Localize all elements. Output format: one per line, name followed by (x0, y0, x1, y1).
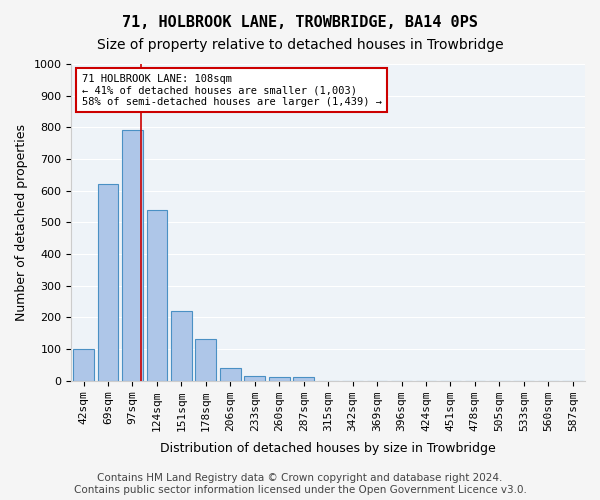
Text: 71, HOLBROOK LANE, TROWBRIDGE, BA14 0PS: 71, HOLBROOK LANE, TROWBRIDGE, BA14 0PS (122, 15, 478, 30)
Text: 71 HOLBROOK LANE: 108sqm
← 41% of detached houses are smaller (1,003)
58% of sem: 71 HOLBROOK LANE: 108sqm ← 41% of detach… (82, 74, 382, 106)
Bar (220, 368, 241, 380)
Text: Size of property relative to detached houses in Trowbridge: Size of property relative to detached ho… (97, 38, 503, 52)
Bar (293, 378, 314, 380)
Bar (73, 349, 94, 380)
Bar (196, 340, 216, 380)
Text: Contains HM Land Registry data © Crown copyright and database right 2024.
Contai: Contains HM Land Registry data © Crown c… (74, 474, 526, 495)
X-axis label: Distribution of detached houses by size in Trowbridge: Distribution of detached houses by size … (160, 442, 496, 455)
Bar (98, 184, 118, 380)
Bar (244, 376, 265, 380)
Bar (146, 210, 167, 380)
Bar (122, 130, 143, 380)
Bar (269, 378, 290, 380)
Y-axis label: Number of detached properties: Number of detached properties (15, 124, 28, 321)
Bar (171, 311, 192, 380)
